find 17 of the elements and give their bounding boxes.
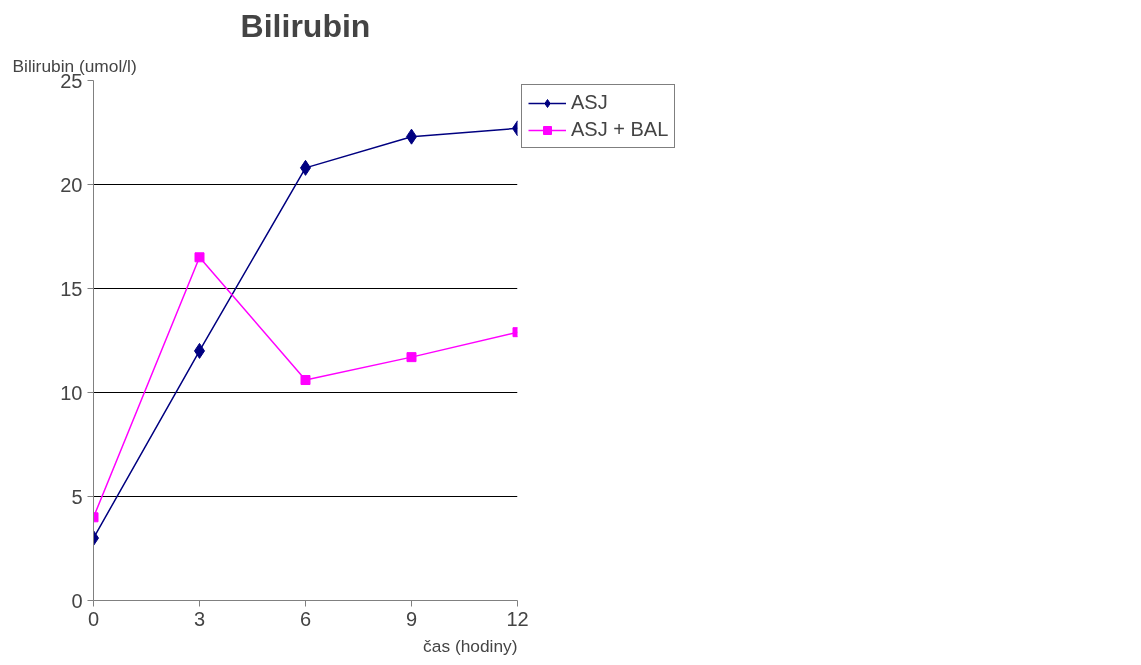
point <box>300 375 311 386</box>
x-tick-label: 9 <box>405 607 418 630</box>
x-axis-title: čas (hodiny) <box>423 635 518 656</box>
x-tick-label: 6 <box>299 607 312 630</box>
y-tick-label: 20 <box>60 173 83 196</box>
y-tick-label: 10 <box>60 381 83 404</box>
x-tick-label: 12 <box>506 607 529 630</box>
y-tick-label: 5 <box>71 485 83 508</box>
point <box>406 352 417 363</box>
legend-label: ASJ + BAL <box>571 118 669 141</box>
legend-label: ASJ <box>571 91 608 114</box>
x-tick-label: 0 <box>87 607 100 630</box>
chart-title: Bilirubin <box>240 7 371 44</box>
point <box>194 252 205 263</box>
y-tick-label: 0 <box>71 589 83 612</box>
y-tick-label: 15 <box>60 277 83 300</box>
x-tick-label: 3 <box>193 607 206 630</box>
